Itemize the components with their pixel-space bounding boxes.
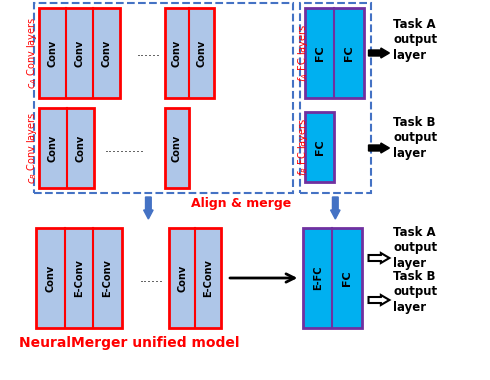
Text: E-Conv: E-Conv xyxy=(102,259,113,297)
Text: NeuralMerger unified model: NeuralMerger unified model xyxy=(19,336,240,350)
Text: Task B
output
layer: Task B output layer xyxy=(393,269,438,315)
Polygon shape xyxy=(368,253,390,263)
Polygon shape xyxy=(331,197,340,219)
Polygon shape xyxy=(368,143,390,153)
Polygon shape xyxy=(144,197,153,219)
Text: Conv: Conv xyxy=(101,40,111,66)
Text: FC: FC xyxy=(342,270,352,286)
Text: E-Conv: E-Conv xyxy=(74,259,84,297)
Text: E-Conv: E-Conv xyxy=(203,259,213,297)
Bar xyxy=(39,8,120,98)
Text: Conv: Conv xyxy=(48,40,58,66)
Polygon shape xyxy=(368,48,390,58)
Text: $f_A$ FC layers: $f_A$ FC layers xyxy=(296,24,310,82)
Text: E-FC: E-FC xyxy=(313,266,323,290)
Text: FC: FC xyxy=(315,45,325,61)
Text: Conv: Conv xyxy=(46,264,56,291)
Bar xyxy=(39,108,94,188)
Text: $c_B$ Conv layers: $c_B$ Conv layers xyxy=(24,112,39,184)
Bar xyxy=(165,8,214,98)
Bar xyxy=(305,112,334,182)
Bar xyxy=(165,108,189,188)
Text: Align & merge: Align & merge xyxy=(191,198,292,211)
Text: Conv: Conv xyxy=(196,40,206,66)
Bar xyxy=(34,3,293,193)
Text: Conv: Conv xyxy=(172,40,182,66)
Text: Conv: Conv xyxy=(48,135,58,162)
Text: Task A
output
layer: Task A output layer xyxy=(393,17,438,62)
Text: $f_B$ FC layers: $f_B$ FC layers xyxy=(296,118,310,176)
Text: Conv: Conv xyxy=(75,135,86,162)
Polygon shape xyxy=(368,295,390,305)
Text: Conv: Conv xyxy=(74,40,85,66)
Text: $c_A$ Conv layers: $c_A$ Conv layers xyxy=(24,17,39,89)
Bar xyxy=(303,228,362,328)
Text: Task B
output
layer: Task B output layer xyxy=(393,116,438,160)
Bar xyxy=(300,3,371,193)
Bar xyxy=(169,228,221,328)
Text: FC: FC xyxy=(315,139,325,155)
Bar xyxy=(305,8,364,98)
Text: ......: ...... xyxy=(136,46,160,60)
Text: ..........: .......... xyxy=(105,141,145,155)
Text: ......: ...... xyxy=(139,271,163,285)
Text: Conv: Conv xyxy=(172,135,182,162)
Text: FC: FC xyxy=(344,45,354,61)
Text: Conv: Conv xyxy=(177,264,187,291)
Text: Task A
output
layer: Task A output layer xyxy=(393,225,438,271)
Bar xyxy=(36,228,122,328)
